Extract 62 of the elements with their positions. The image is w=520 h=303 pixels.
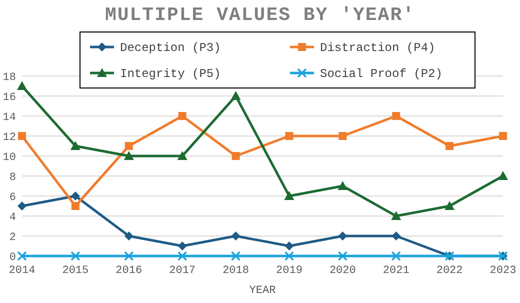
point	[230, 251, 241, 261]
x-tick-label: 2019	[276, 265, 302, 277]
point	[285, 132, 294, 140]
y-tick-label: 18	[2, 72, 16, 84]
point	[338, 132, 347, 140]
x-tick-label: 2017	[169, 265, 196, 277]
point	[231, 232, 240, 240]
x-tick-label: 2016	[116, 265, 142, 277]
y-tick-label: 4	[9, 212, 16, 224]
x-tick-label: 2020	[329, 265, 356, 277]
point	[284, 251, 294, 261]
legend-label: Deception (P3)	[120, 41, 221, 56]
point	[391, 211, 402, 220]
point	[71, 202, 80, 210]
y-tick-label: 8	[9, 172, 16, 184]
y-tick-label: 14	[2, 112, 16, 124]
point	[177, 151, 188, 160]
point	[124, 232, 134, 240]
point	[70, 141, 80, 150]
point	[392, 112, 400, 120]
point	[232, 152, 240, 160]
y-tick-label: 12	[2, 132, 16, 144]
y-tick-label: 16	[2, 92, 16, 104]
x-tick-label: 2021	[382, 265, 410, 277]
legend-label: Integrity (P5)	[120, 67, 221, 82]
point	[284, 242, 294, 250]
x-axis-title: YEAR	[249, 285, 276, 297]
point	[392, 232, 401, 240]
x-tick-label: 2023	[490, 265, 516, 277]
legend-label: Social Proof (P2)	[320, 67, 442, 82]
point	[18, 202, 26, 210]
point	[177, 251, 188, 261]
point	[18, 132, 26, 140]
x-tick-label: 2015	[62, 265, 89, 277]
legend-label: Distraction (P4)	[320, 41, 436, 56]
point	[444, 201, 455, 210]
point	[230, 91, 241, 100]
point	[124, 251, 134, 261]
point	[178, 112, 186, 120]
chart-title: MULTIPLE VALUES BY 'YEAR'	[104, 4, 416, 26]
point	[17, 81, 27, 90]
point	[391, 251, 402, 261]
point	[499, 132, 507, 140]
x-tick-label: 2014	[8, 265, 36, 277]
point	[70, 251, 80, 261]
point	[338, 181, 348, 190]
y-tick-label: 6	[9, 192, 16, 204]
y-tick-label: 0	[9, 252, 16, 264]
point	[17, 251, 27, 261]
x-tick-label: 2018	[222, 265, 249, 277]
point	[124, 151, 134, 160]
point	[338, 232, 348, 240]
x-tick-label: 2022	[436, 265, 463, 277]
y-tick-label: 10	[2, 152, 16, 164]
point	[70, 192, 80, 200]
point	[446, 142, 454, 150]
point	[498, 171, 508, 180]
point	[284, 191, 294, 200]
point	[178, 242, 187, 250]
point	[338, 251, 348, 261]
point	[124, 142, 133, 150]
y-tick-label: 2	[9, 232, 16, 244]
